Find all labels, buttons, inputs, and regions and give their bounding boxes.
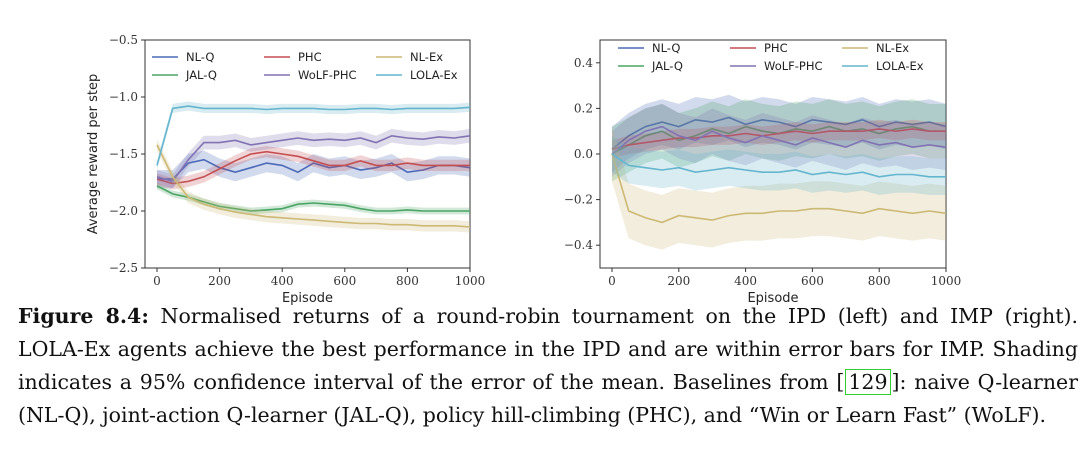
citation-link[interactable]: 129	[845, 369, 891, 395]
y-tick-label: −1.0	[109, 90, 138, 104]
plot-frame	[599, 39, 947, 269]
legend-label: NL-Ex	[410, 50, 443, 64]
figure-caption: Figure 8.4: Normalised returns of a roun…	[18, 304, 1078, 427]
x-tick-label: 800	[868, 274, 891, 288]
legend-label: NL-Q	[652, 41, 680, 55]
x-tick-label: 600	[801, 274, 824, 288]
confidence-band	[612, 126, 946, 250]
confidence-band	[157, 150, 470, 189]
series-line	[156, 134, 470, 183]
y-tick-label: 0.4	[574, 56, 593, 70]
legend: NL-Q JAL-Q PHC WoLF-PHC NL-Ex LOLA-Ex	[618, 41, 924, 73]
series-line	[611, 153, 946, 224]
x-tick-label: 800	[396, 274, 419, 288]
y-axis-label: Average reward per step	[86, 74, 101, 235]
series-line	[611, 153, 946, 178]
x-tick-label: 400	[271, 274, 294, 288]
x-tick-label: 1000	[455, 274, 486, 288]
caption-text-2: : naive Q-learner (NL-Q), joint-action Q…	[18, 370, 1078, 427]
y-tick-label: −0.4	[564, 238, 594, 252]
confidence-band	[157, 139, 470, 233]
plot-area	[156, 101, 470, 233]
series-line	[156, 105, 470, 166]
caption-text-1: Normalised returns of a round-robin tour…	[18, 304, 1078, 394]
y-tick-label: −1.5	[109, 147, 138, 161]
confidence-band	[157, 182, 470, 215]
y-tick-label: 0.0	[574, 147, 593, 161]
y-tick-label: 0.2	[574, 101, 593, 115]
x-tick-label: 0	[153, 274, 161, 288]
legend-label: WoLF-PHC	[764, 59, 823, 73]
legend-label: JAL-Q	[651, 59, 683, 73]
figure-label: Figure 8.4:	[18, 304, 149, 328]
legend-label: PHC	[764, 41, 788, 55]
y-tick-label: −2.5	[109, 261, 138, 275]
series-line	[156, 150, 470, 185]
y-tick-label: −0.2	[564, 193, 593, 207]
series-line	[156, 144, 470, 228]
x-tick-label: 0	[608, 274, 616, 288]
x-tick-label: 200	[208, 274, 231, 288]
x-axis-label: Episode	[747, 291, 798, 306]
legend-label: LOLA-Ex	[410, 68, 458, 82]
legend-label: NL-Ex	[876, 41, 909, 55]
series-line	[611, 125, 946, 155]
ipd-chart: 0 200 400 600 800 1000 −2.5 −2.0 −1.5 −1.0 −0.5 Epi…	[86, 33, 486, 306]
legend-label: LOLA-Ex	[876, 59, 924, 73]
confidence-band	[157, 146, 470, 190]
confidence-band	[612, 119, 946, 159]
x-axis-label: Episode	[282, 291, 333, 306]
legend-label: JAL-Q	[185, 68, 217, 82]
plot-frame	[144, 39, 471, 269]
x-tick-label: 400	[734, 274, 757, 288]
x-tick-label: 200	[667, 274, 690, 288]
legend-label: NL-Q	[186, 50, 214, 64]
legend: NL-Q JAL-Q PHC WoLF-PHC NL-Ex LOLA-Ex	[152, 50, 458, 82]
legend-label: PHC	[298, 50, 322, 64]
series-line	[156, 185, 470, 212]
series-line	[611, 116, 946, 151]
imp-chart: 0 200 400 600 800 1000 −0.4 −0.2 0.0 0.2 0.4 Episod…	[564, 39, 962, 306]
x-tick-label: 1000	[931, 274, 962, 288]
y-tick-label: −2.0	[109, 204, 138, 218]
confidence-band	[612, 135, 946, 196]
plot-area	[611, 94, 946, 250]
series-line	[157, 158, 470, 180]
y-tick-label: −0.5	[109, 33, 138, 47]
series-line	[611, 128, 946, 151]
legend-label: WoLF-PHC	[298, 68, 357, 82]
confidence-band	[157, 128, 470, 189]
x-tick-label: 600	[333, 274, 356, 288]
